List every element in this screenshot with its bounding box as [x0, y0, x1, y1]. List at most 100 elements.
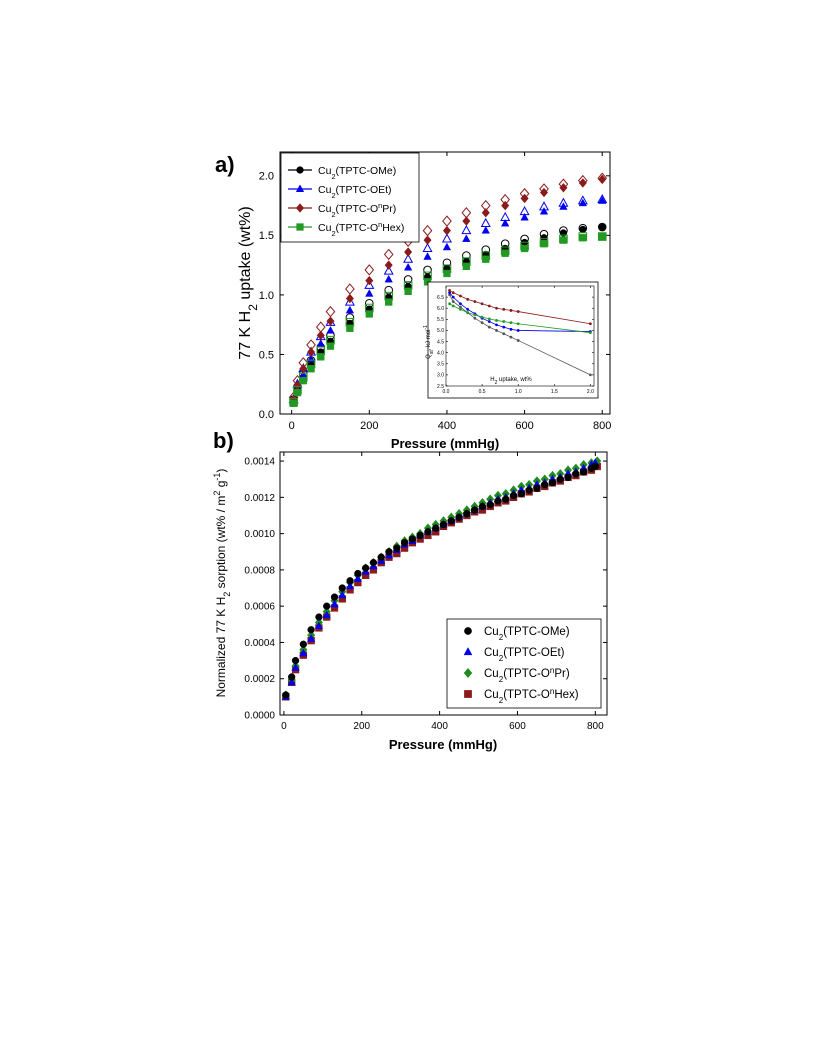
data-point [494, 497, 502, 505]
inset-point [451, 304, 455, 308]
inset-point [495, 329, 498, 332]
adsorption-point [404, 287, 412, 295]
inset-point [451, 291, 455, 295]
y-tick-label: 1.0 [259, 290, 274, 302]
x-tick-label: 0 [281, 721, 287, 732]
panel-a-inset: 0.0 0.5 1.0 1.5 2.0 2.5 3.0 3.5 4.0 4.5 5.0 5.5 6.0 6… [423, 281, 599, 399]
data-point [509, 491, 518, 500]
inset-point [473, 313, 477, 317]
data-point [470, 506, 479, 514]
adsorption-point [365, 275, 374, 286]
inset-point [588, 331, 592, 335]
data-point [572, 470, 580, 478]
desorption-point [403, 275, 413, 284]
data-point [338, 584, 346, 592]
data-point [478, 502, 487, 511]
adsorption-point [481, 226, 490, 234]
legend-marker [296, 223, 304, 231]
inset-point [588, 373, 592, 377]
inset-point [448, 293, 452, 297]
inset-point [502, 332, 506, 336]
adsorption-point [559, 202, 568, 210]
panel-a-label: a) [215, 152, 235, 177]
adsorption-point [403, 262, 413, 271]
adsorption-point [346, 324, 354, 332]
y-tick-label: 2.5 [437, 384, 444, 390]
panel-b-plot-frame [279, 451, 608, 716]
adsorption-point [326, 342, 335, 350]
data-point [541, 480, 549, 489]
panel-b-axes: 0 200 400 600 800 0.0000 0.0002 0.0004 0.0006 0.0… [244, 452, 607, 732]
inset-point [448, 289, 452, 292]
adsorption-point [559, 236, 568, 244]
inset-point [516, 329, 520, 332]
data-point [330, 593, 339, 601]
adsorption-point [316, 339, 325, 347]
data-point [345, 581, 355, 590]
y-tick-label: 0.0008 [244, 565, 275, 576]
adsorption-point [462, 234, 471, 242]
panel-a-marks [288, 172, 608, 407]
adsorption-point [365, 289, 374, 297]
adsorption-point [520, 212, 529, 221]
data-point [299, 640, 308, 648]
adsorption-point [442, 242, 452, 251]
inset-plot-frame [445, 285, 595, 387]
data-point [307, 626, 315, 634]
inset-point [466, 307, 470, 311]
inset-point [451, 300, 455, 303]
y-tick-label: 3.0 [437, 373, 444, 379]
x-tick-label: 600 [509, 721, 526, 732]
desorption-point [461, 225, 472, 235]
y-tick-label: 5.0 [437, 328, 444, 334]
data-point [361, 564, 370, 572]
x-tick-label: 400 [438, 420, 456, 432]
adsorption-point [299, 377, 307, 385]
panel-b-legend: Cu2(TPTC-OMe) Cu2(TPTC-OEt) Cu2(TPTC-OnPr)… [446, 618, 602, 709]
data-point [416, 531, 424, 540]
desorption-point [384, 285, 394, 295]
inset-point [502, 325, 506, 329]
adsorption-point [326, 316, 335, 326]
adsorption-point [316, 330, 325, 341]
adsorption-point [289, 399, 298, 407]
adsorption-point [481, 207, 490, 218]
data-point [288, 673, 296, 681]
adsorption-point [345, 293, 354, 304]
adsorption-point [317, 353, 325, 361]
data-point [525, 486, 533, 494]
y-tick-label: 0.0000 [244, 711, 275, 722]
x-tick-label: 400 [431, 721, 448, 732]
inset-point [459, 302, 462, 306]
data-point [315, 613, 323, 621]
data-point [385, 548, 393, 556]
adsorption-point [423, 235, 432, 245]
adsorption-point [501, 200, 510, 211]
adsorption-point [539, 206, 549, 215]
y-tick-label: 0.0010 [244, 529, 275, 540]
desorption-point [344, 296, 355, 306]
y-tick-label: 0.0012 [244, 493, 275, 504]
inset-point [459, 305, 462, 309]
x-tick-label: 0.5 [479, 389, 486, 395]
desorption-point [364, 279, 375, 289]
desorption-point [597, 222, 607, 232]
legend-label: Cu2(TPTC-OnHex) [318, 220, 404, 238]
inset-point [502, 307, 506, 311]
legend-label: Cu2(TPTC-OnPr) [484, 666, 570, 684]
adsorption-point [578, 178, 587, 188]
inset-point [487, 304, 491, 308]
data-point [455, 513, 463, 521]
x-tick-label: 1.0 [515, 389, 522, 395]
x-tick-label: 1.5 [551, 389, 558, 395]
y-tick-label: 6.5 [437, 295, 444, 301]
inset-point [487, 325, 491, 329]
x-tick-label: 800 [587, 721, 604, 732]
adsorption-point [520, 193, 529, 204]
adsorption-point [442, 225, 452, 236]
adsorption-point [598, 174, 607, 185]
data-point [432, 524, 440, 532]
inset-point [509, 327, 513, 331]
adsorption-point [579, 225, 587, 234]
inset-point [502, 320, 506, 323]
